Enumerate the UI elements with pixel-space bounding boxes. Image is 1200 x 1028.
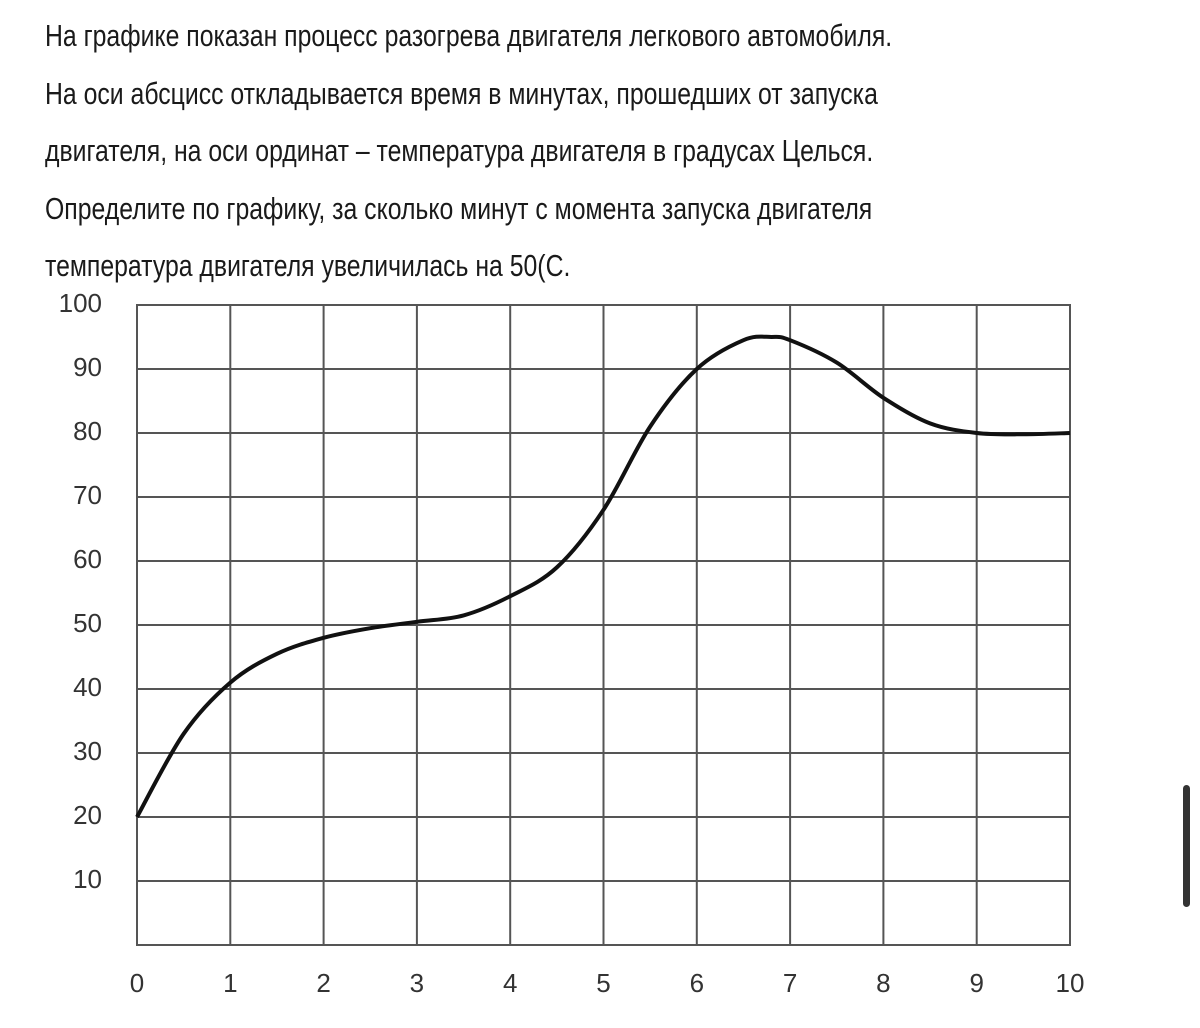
y-tick-label: 50: [73, 608, 102, 638]
x-tick-label: 5: [596, 968, 610, 998]
x-tick-label: 6: [690, 968, 704, 998]
x-tick-label: 8: [876, 968, 890, 998]
x-tick-label: 3: [410, 968, 424, 998]
question-line: температура двигателя увеличилась на 50(…: [45, 248, 571, 283]
x-tick-label: 0: [130, 968, 144, 998]
question-line: Определите по графику, за сколько минут …: [45, 190, 873, 226]
x-tick-label: 1: [223, 968, 237, 998]
scrollbar[interactable]: [1183, 785, 1190, 907]
y-tick-label: 100: [59, 288, 102, 318]
x-tick-label: 7: [783, 968, 797, 998]
y-tick-label: 40: [73, 672, 102, 702]
y-tick-label: 20: [73, 800, 102, 830]
y-tick-label: 80: [73, 416, 102, 446]
question-line: двигателя, на оси ординат – температура …: [45, 133, 874, 168]
x-tick-label: 2: [316, 968, 330, 998]
y-tick-label: 60: [73, 544, 102, 574]
x-tick-label: 9: [969, 968, 983, 998]
y-tick-label: 90: [73, 352, 102, 382]
question-line: На графике показан процесс разогрева дви…: [45, 18, 893, 53]
x-tick-label: 4: [503, 968, 517, 998]
question-line: На оси абсцисс откладывается время в мин…: [45, 75, 878, 111]
y-tick-label: 10: [73, 864, 102, 894]
y-tick-label: 30: [73, 736, 102, 766]
x-tick-label: 10: [1056, 968, 1085, 998]
data-line: [135, 334, 1071, 818]
y-tick-label: 70: [73, 480, 102, 510]
